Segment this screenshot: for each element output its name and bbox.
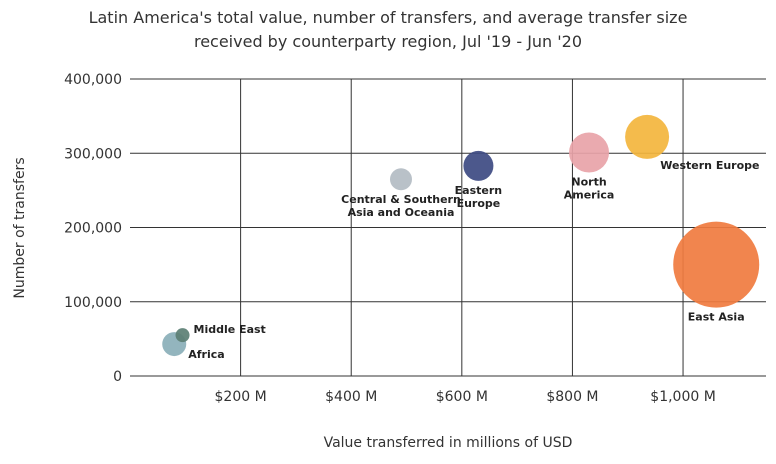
tick-layer: 0 100,000 200,000 300,000 400,000 $200 M $400 … (64, 72, 716, 405)
grid-layer (130, 78, 766, 377)
x-tick-label: $800 M (546, 389, 598, 405)
chart-title-line-1: Latin America's total value, number of t… (89, 8, 688, 27)
y-axis-title: Number of transfers (12, 157, 28, 298)
label-layer: Middle East Africa Central & SouthernAsia … (188, 159, 759, 361)
bubble (625, 114, 670, 159)
bubble (175, 328, 190, 343)
y-tick-label: 100,000 (64, 295, 122, 311)
bubble-label: Africa (188, 348, 224, 361)
y-tick-label: 0 (113, 369, 122, 385)
bubble (463, 150, 494, 181)
bubble-label: Central & Southern (341, 193, 461, 206)
x-tick-label: $400 M (325, 389, 377, 405)
bubble-label: Europe (457, 197, 501, 210)
x-tick-label: $200 M (215, 389, 267, 405)
y-tick-label: 400,000 (64, 72, 122, 88)
bubble-label: Asia and Oceania (348, 206, 455, 219)
bubble-label: East Asia (688, 311, 745, 324)
bubble-label: Eastern (455, 184, 502, 197)
bubble-label: America (564, 189, 615, 202)
x-tick-label: $600 M (436, 389, 488, 405)
bubble-label: North (571, 176, 606, 189)
chart-title-line-2: received by counterparty region, Jul '19… (194, 32, 582, 51)
y-tick-label: 300,000 (64, 146, 122, 162)
bubble (569, 132, 610, 173)
x-tick-label: $1,000 M (650, 389, 716, 405)
bubble-label: Western Europe (660, 159, 759, 172)
y-tick-label: 200,000 (64, 221, 122, 237)
bubble (389, 168, 412, 191)
bubble-label: Middle East (194, 323, 266, 336)
bubble-layer (162, 114, 760, 357)
bubble (673, 221, 760, 308)
x-axis-title: Value transferred in millions of USD (324, 435, 573, 451)
